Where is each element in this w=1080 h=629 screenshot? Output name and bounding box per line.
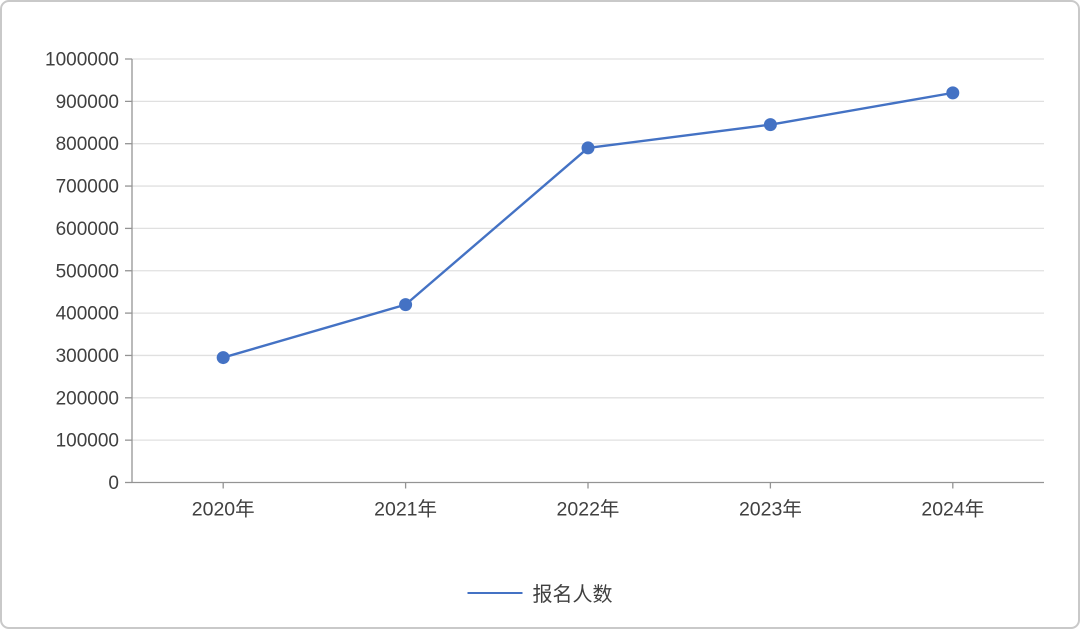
data-point-marker (946, 86, 960, 100)
data-point-marker (399, 298, 413, 312)
legend-line-swatch (467, 591, 523, 594)
data-point-marker (763, 118, 777, 132)
y-axis-tick-label: 0 (108, 473, 119, 494)
y-axis-tick-label: 900000 (56, 92, 119, 113)
y-axis-tick-label: 300000 (56, 346, 119, 367)
y-axis-tick-label: 400000 (56, 304, 119, 325)
y-axis-tick-label: 200000 (56, 388, 119, 409)
data-point-marker (216, 351, 230, 365)
y-axis-tick-label: 700000 (56, 177, 119, 198)
series-line (222, 91, 954, 359)
x-axis-tick-label: 2020年 (192, 499, 255, 521)
data-point-marker (581, 141, 595, 155)
y-axis-tick-label: 1000000 (45, 50, 119, 71)
x-axis-tick-label: 2022年 (557, 499, 620, 521)
legend-label: 报名人数 (532, 584, 613, 606)
y-axis-tick-label: 100000 (56, 431, 119, 452)
y-axis-tick-label: 600000 (56, 219, 119, 240)
y-axis-tick-label: 800000 (56, 134, 119, 155)
y-axis-tick-label: 500000 (56, 261, 119, 282)
x-axis-tick-label: 2023年 (739, 499, 802, 521)
x-axis-tick-label: 2021年 (374, 499, 437, 521)
x-axis-tick-label: 2024年 (921, 499, 984, 521)
legend: 报名人数 (467, 578, 613, 607)
